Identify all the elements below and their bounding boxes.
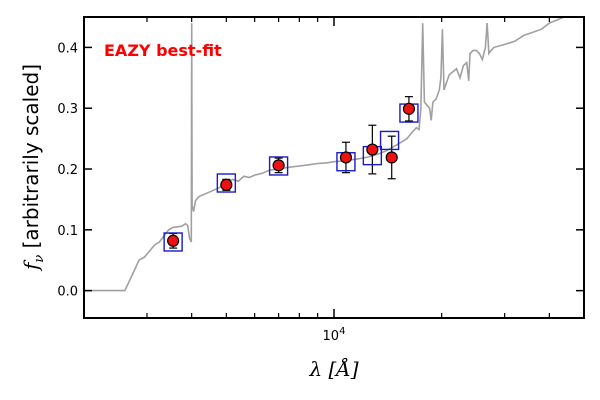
x-axis-symbol: λ [308,357,322,381]
observed-point [366,143,379,156]
x-axis-unit: [Å] [328,356,358,381]
template-spectrum-layer [84,17,567,292]
axis-ticks-layer: 0.0 0.1 0.2 0.3 0.4 104 [57,17,584,344]
y-axis-text: [arbitrarily scaled] [19,64,43,248]
observed-point [272,159,285,172]
annotation-label: EAZY best-fit [104,41,222,60]
x-tick-label: 104 [323,326,346,344]
y-tick-label: 0.2 [57,163,78,178]
y-axis-label: fν [arbitrarily scaled] [19,64,47,272]
observed-point [385,151,398,164]
observed-point [220,178,233,191]
y-tick-label: 0.4 [57,41,78,56]
observed-point [339,151,353,164]
model-flux-box [163,232,183,252]
svg-text:fν [arbitrarily scaled]: fν [arbitrarily scaled] [19,64,47,272]
observed-points-layer [167,102,416,247]
model-flux-box [379,130,400,151]
y-tick-label: 0.1 [57,224,78,239]
model-flux-layer [163,103,419,252]
y-tick-label: 0.3 [57,102,78,117]
template-spectrum-line [84,17,567,292]
plot-frame [83,16,585,319]
error-bars-layer [169,96,413,249]
model-flux-box [216,173,237,193]
observed-point [167,234,180,247]
model-flux-box [268,156,289,176]
observed-point [402,102,416,115]
x-axis-label: λ [Å] [308,356,358,381]
y-tick-label: 0.0 [57,285,78,300]
y-axis-subscript: ν [32,255,47,263]
